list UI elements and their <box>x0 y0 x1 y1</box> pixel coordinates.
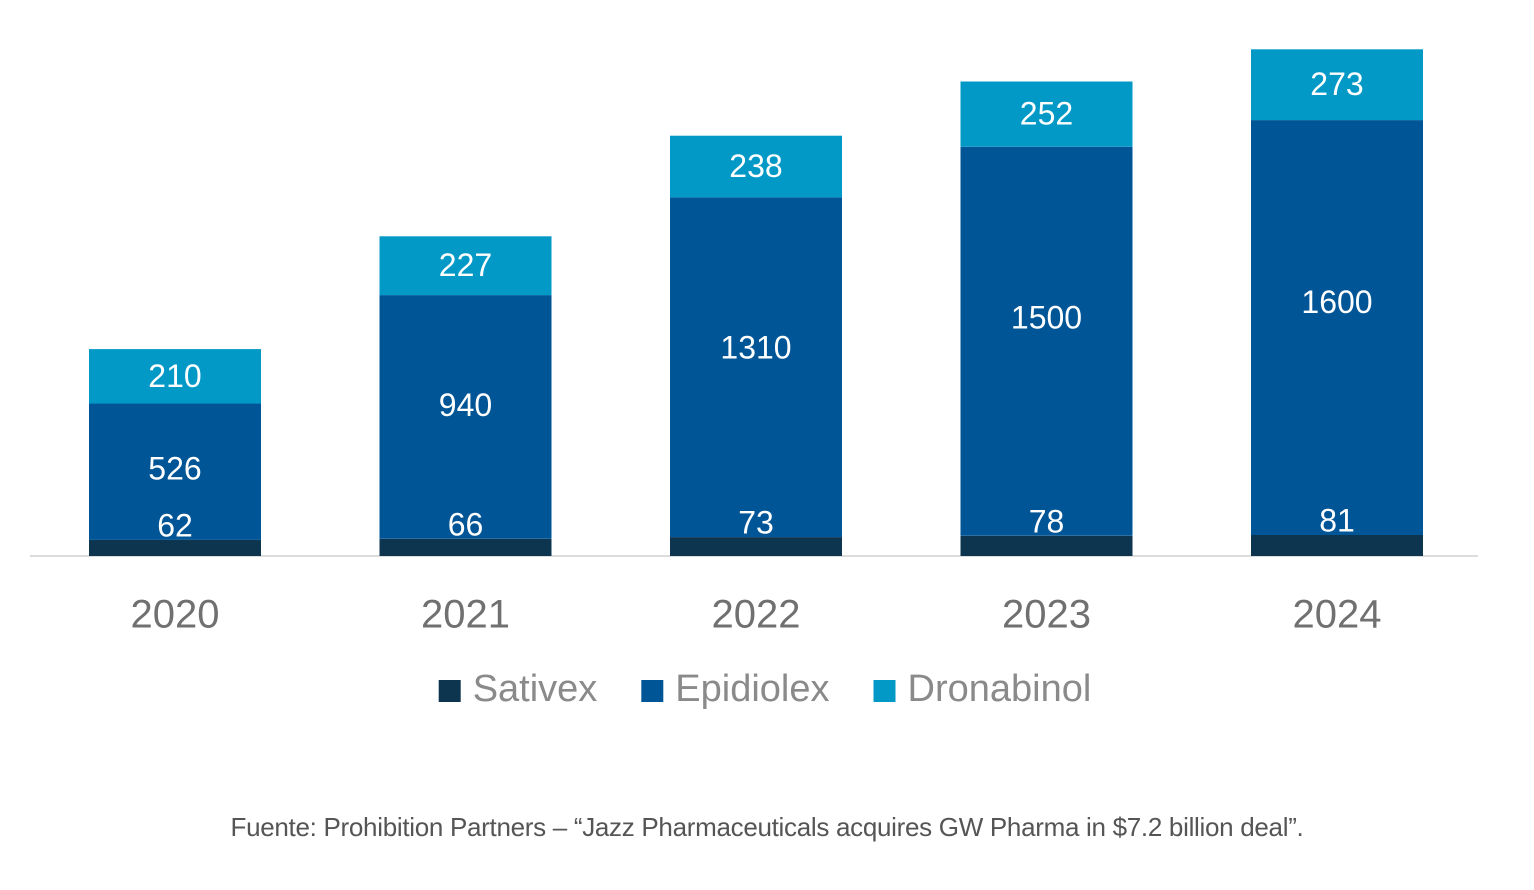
bar-sativex-2020 <box>89 539 261 556</box>
bar-epidiolex-2021 <box>379 295 552 539</box>
data-label-sativex-2022: 73 <box>738 505 774 541</box>
x-tick-label-2020: 2020 <box>131 593 220 637</box>
source-note: Fuente: Prohibition Partners – “Jazz Pha… <box>230 812 1304 842</box>
legend-swatch-dronabinol <box>873 680 896 702</box>
bar-sativex-2021 <box>379 538 552 556</box>
bar-epidiolex-2020 <box>89 403 261 540</box>
bar-sativex-2022 <box>670 537 842 556</box>
legend-label-epidiolex: Epidiolex <box>675 668 829 710</box>
legend: Sativex Epidiolex Dronabinol <box>438 668 1092 710</box>
bar-dronabinol-2020 <box>89 349 261 404</box>
bar-epidiolex-2023 <box>960 146 1133 536</box>
data-label-epidiolex-2022: 1310 <box>720 330 791 366</box>
bar-label-group: 62 526 210 66 940 227 73 1310 238 78 1500 252 81 1600… <box>148 66 1372 543</box>
data-label-epidiolex-2023: 1500 <box>1011 300 1082 336</box>
bar-sativex-2023 <box>960 535 1133 556</box>
legend-item-sativex: Sativex <box>438 668 598 710</box>
data-label-dronabinol-2024: 273 <box>1310 66 1363 102</box>
bar-group <box>89 49 1423 556</box>
legend-label-sativex: Sativex <box>473 668 598 710</box>
data-label-dronabinol-2020: 210 <box>148 358 201 394</box>
bar-epidiolex-2024 <box>1251 120 1423 535</box>
x-tick-label-2024: 2024 <box>1293 593 1382 637</box>
bar-dronabinol-2024 <box>1251 49 1423 121</box>
bar-dronabinol-2022 <box>670 135 842 198</box>
bar-epidiolex-2022 <box>670 197 842 538</box>
data-label-sativex-2024: 81 <box>1319 502 1355 538</box>
bar-sativex-2024 <box>1251 535 1423 556</box>
legend-swatch-epidiolex <box>641 680 664 702</box>
data-label-dronabinol-2022: 238 <box>729 148 782 184</box>
data-label-epidiolex-2020: 526 <box>148 450 201 486</box>
data-label-sativex-2021: 66 <box>448 506 484 542</box>
data-label-dronabinol-2023: 252 <box>1020 96 1073 132</box>
x-tick-label-2021: 2021 <box>421 593 510 637</box>
x-tick-label-2023: 2023 <box>1002 593 1091 637</box>
data-label-epidiolex-2024: 1600 <box>1301 284 1372 320</box>
legend-label-dronabinol: Dronabinol <box>908 668 1092 710</box>
legend-item-dronabinol: Dronabinol <box>873 668 1092 710</box>
legend-swatch-sativex <box>438 680 461 702</box>
x-axis-tick-group: 2020 2021 2022 2023 2024 <box>131 593 1382 637</box>
data-label-sativex-2020: 62 <box>157 507 193 543</box>
x-tick-label-2022: 2022 <box>712 593 801 637</box>
bar-dronabinol-2023 <box>960 81 1133 147</box>
data-label-sativex-2023: 78 <box>1029 503 1065 539</box>
bar-dronabinol-2021 <box>379 236 552 296</box>
legend-item-epidiolex: Epidiolex <box>641 668 830 710</box>
data-label-dronabinol-2021: 227 <box>439 247 492 283</box>
data-label-epidiolex-2021: 940 <box>439 387 492 423</box>
